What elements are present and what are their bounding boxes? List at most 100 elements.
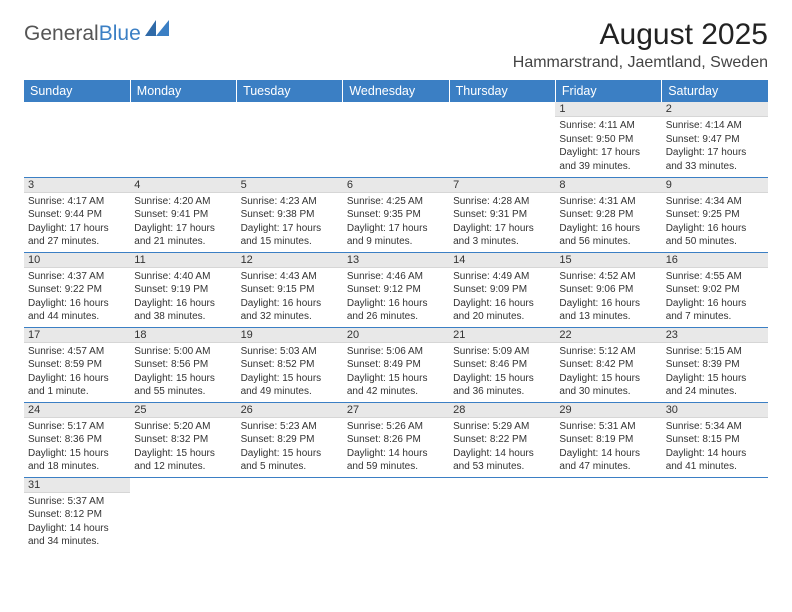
daylight-line-1: Daylight: 15 hours xyxy=(241,447,339,461)
sunset-line: Sunset: 9:09 PM xyxy=(453,283,551,297)
sunrise-line: Sunrise: 5:31 AM xyxy=(559,420,657,434)
day-details: Sunrise: 4:46 AMSunset: 9:12 PMDaylight:… xyxy=(343,268,449,326)
calendar-cell-blank xyxy=(343,477,449,552)
sunset-line: Sunset: 9:31 PM xyxy=(453,208,551,222)
calendar-cell: 6Sunrise: 4:25 AMSunset: 9:35 PMDaylight… xyxy=(343,177,449,252)
calendar-cell: 4Sunrise: 4:20 AMSunset: 9:41 PMDaylight… xyxy=(130,177,236,252)
sunrise-line: Sunrise: 5:20 AM xyxy=(134,420,232,434)
calendar-cell: 10Sunrise: 4:37 AMSunset: 9:22 PMDayligh… xyxy=(24,252,130,327)
calendar-cell: 28Sunrise: 5:29 AMSunset: 8:22 PMDayligh… xyxy=(449,402,555,477)
calendar-cell: 11Sunrise: 4:40 AMSunset: 9:19 PMDayligh… xyxy=(130,252,236,327)
calendar-cell: 30Sunrise: 5:34 AMSunset: 8:15 PMDayligh… xyxy=(662,402,768,477)
calendar-table: SundayMondayTuesdayWednesdayThursdayFrid… xyxy=(24,80,768,552)
sunrise-line: Sunrise: 4:52 AM xyxy=(559,270,657,284)
sunrise-line: Sunrise: 5:23 AM xyxy=(241,420,339,434)
calendar-cell: 18Sunrise: 5:00 AMSunset: 8:56 PMDayligh… xyxy=(130,327,236,402)
daylight-line-1: Daylight: 14 hours xyxy=(559,447,657,461)
calendar-week: 31Sunrise: 5:37 AMSunset: 8:12 PMDayligh… xyxy=(24,477,768,552)
calendar-cell-blank xyxy=(343,102,449,177)
sunrise-line: Sunrise: 4:57 AM xyxy=(28,345,126,359)
daylight-line-1: Daylight: 17 hours xyxy=(666,146,764,160)
sunset-line: Sunset: 9:50 PM xyxy=(559,133,657,147)
day-details: Sunrise: 4:28 AMSunset: 9:31 PMDaylight:… xyxy=(449,193,555,251)
calendar-cell: 9Sunrise: 4:34 AMSunset: 9:25 PMDaylight… xyxy=(662,177,768,252)
daylight-line-2: and 1 minute. xyxy=(28,385,126,399)
daylight-line-2: and 27 minutes. xyxy=(28,235,126,249)
sunrise-line: Sunrise: 5:34 AM xyxy=(666,420,764,434)
calendar-cell: 29Sunrise: 5:31 AMSunset: 8:19 PMDayligh… xyxy=(555,402,661,477)
sunset-line: Sunset: 8:22 PM xyxy=(453,433,551,447)
daylight-line-1: Daylight: 17 hours xyxy=(347,222,445,236)
daylight-line-2: and 50 minutes. xyxy=(666,235,764,249)
day-number: 16 xyxy=(662,253,768,268)
sunset-line: Sunset: 8:32 PM xyxy=(134,433,232,447)
calendar-cell: 23Sunrise: 5:15 AMSunset: 8:39 PMDayligh… xyxy=(662,327,768,402)
page-title: August 2025 xyxy=(513,18,768,52)
daylight-line-2: and 47 minutes. xyxy=(559,460,657,474)
daylight-line-2: and 49 minutes. xyxy=(241,385,339,399)
day-details: Sunrise: 4:25 AMSunset: 9:35 PMDaylight:… xyxy=(343,193,449,251)
calendar-cell-blank xyxy=(237,477,343,552)
day-details: Sunrise: 5:20 AMSunset: 8:32 PMDaylight:… xyxy=(130,418,236,476)
sunset-line: Sunset: 9:15 PM xyxy=(241,283,339,297)
day-number: 8 xyxy=(555,178,661,193)
calendar-cell-blank xyxy=(24,102,130,177)
daylight-line-2: and 55 minutes. xyxy=(134,385,232,399)
daylight-line-2: and 36 minutes. xyxy=(453,385,551,399)
daylight-line-2: and 44 minutes. xyxy=(28,310,126,324)
day-details: Sunrise: 5:00 AMSunset: 8:56 PMDaylight:… xyxy=(130,343,236,401)
daylight-line-1: Daylight: 16 hours xyxy=(241,297,339,311)
day-number: 11 xyxy=(130,253,236,268)
day-number: 17 xyxy=(24,328,130,343)
day-number: 4 xyxy=(130,178,236,193)
daylight-line-1: Daylight: 16 hours xyxy=(347,297,445,311)
sunset-line: Sunset: 9:19 PM xyxy=(134,283,232,297)
sunset-line: Sunset: 8:52 PM xyxy=(241,358,339,372)
calendar-cell: 3Sunrise: 4:17 AMSunset: 9:44 PMDaylight… xyxy=(24,177,130,252)
sunset-line: Sunset: 8:36 PM xyxy=(28,433,126,447)
daylight-line-2: and 32 minutes. xyxy=(241,310,339,324)
day-details: Sunrise: 4:14 AMSunset: 9:47 PMDaylight:… xyxy=(662,117,768,175)
daylight-line-2: and 15 minutes. xyxy=(241,235,339,249)
calendar-cell-blank xyxy=(662,477,768,552)
calendar-cell-blank xyxy=(449,477,555,552)
day-number: 6 xyxy=(343,178,449,193)
daylight-line-1: Daylight: 15 hours xyxy=(28,447,126,461)
day-header: Tuesday xyxy=(237,80,343,102)
daylight-line-1: Daylight: 17 hours xyxy=(28,222,126,236)
daylight-line-1: Daylight: 16 hours xyxy=(134,297,232,311)
sunrise-line: Sunrise: 4:37 AM xyxy=(28,270,126,284)
daylight-line-1: Daylight: 14 hours xyxy=(28,522,126,536)
daylight-line-2: and 20 minutes. xyxy=(453,310,551,324)
daylight-line-2: and 38 minutes. xyxy=(134,310,232,324)
day-number: 20 xyxy=(343,328,449,343)
day-details: Sunrise: 5:03 AMSunset: 8:52 PMDaylight:… xyxy=(237,343,343,401)
sunrise-line: Sunrise: 4:20 AM xyxy=(134,195,232,209)
day-header: Saturday xyxy=(662,80,768,102)
day-number: 28 xyxy=(449,403,555,418)
sunset-line: Sunset: 9:22 PM xyxy=(28,283,126,297)
day-details: Sunrise: 5:23 AMSunset: 8:29 PMDaylight:… xyxy=(237,418,343,476)
day-number: 30 xyxy=(662,403,768,418)
daylight-line-1: Daylight: 16 hours xyxy=(666,222,764,236)
daylight-line-1: Daylight: 15 hours xyxy=(347,372,445,386)
sunset-line: Sunset: 9:25 PM xyxy=(666,208,764,222)
day-details: Sunrise: 4:43 AMSunset: 9:15 PMDaylight:… xyxy=(237,268,343,326)
daylight-line-2: and 5 minutes. xyxy=(241,460,339,474)
sunrise-line: Sunrise: 4:14 AM xyxy=(666,119,764,133)
sunrise-line: Sunrise: 4:11 AM xyxy=(559,119,657,133)
day-header: Friday xyxy=(555,80,661,102)
daylight-line-1: Daylight: 17 hours xyxy=(559,146,657,160)
daylight-line-1: Daylight: 15 hours xyxy=(241,372,339,386)
daylight-line-2: and 18 minutes. xyxy=(28,460,126,474)
day-number: 18 xyxy=(130,328,236,343)
calendar-week: 3Sunrise: 4:17 AMSunset: 9:44 PMDaylight… xyxy=(24,177,768,252)
sunrise-line: Sunrise: 4:46 AM xyxy=(347,270,445,284)
day-details: Sunrise: 4:37 AMSunset: 9:22 PMDaylight:… xyxy=(24,268,130,326)
sunrise-line: Sunrise: 5:09 AM xyxy=(453,345,551,359)
day-details: Sunrise: 5:17 AMSunset: 8:36 PMDaylight:… xyxy=(24,418,130,476)
calendar-week: 10Sunrise: 4:37 AMSunset: 9:22 PMDayligh… xyxy=(24,252,768,327)
sunrise-line: Sunrise: 5:29 AM xyxy=(453,420,551,434)
logo-flag-icon xyxy=(145,18,171,42)
daylight-line-1: Daylight: 16 hours xyxy=(666,297,764,311)
